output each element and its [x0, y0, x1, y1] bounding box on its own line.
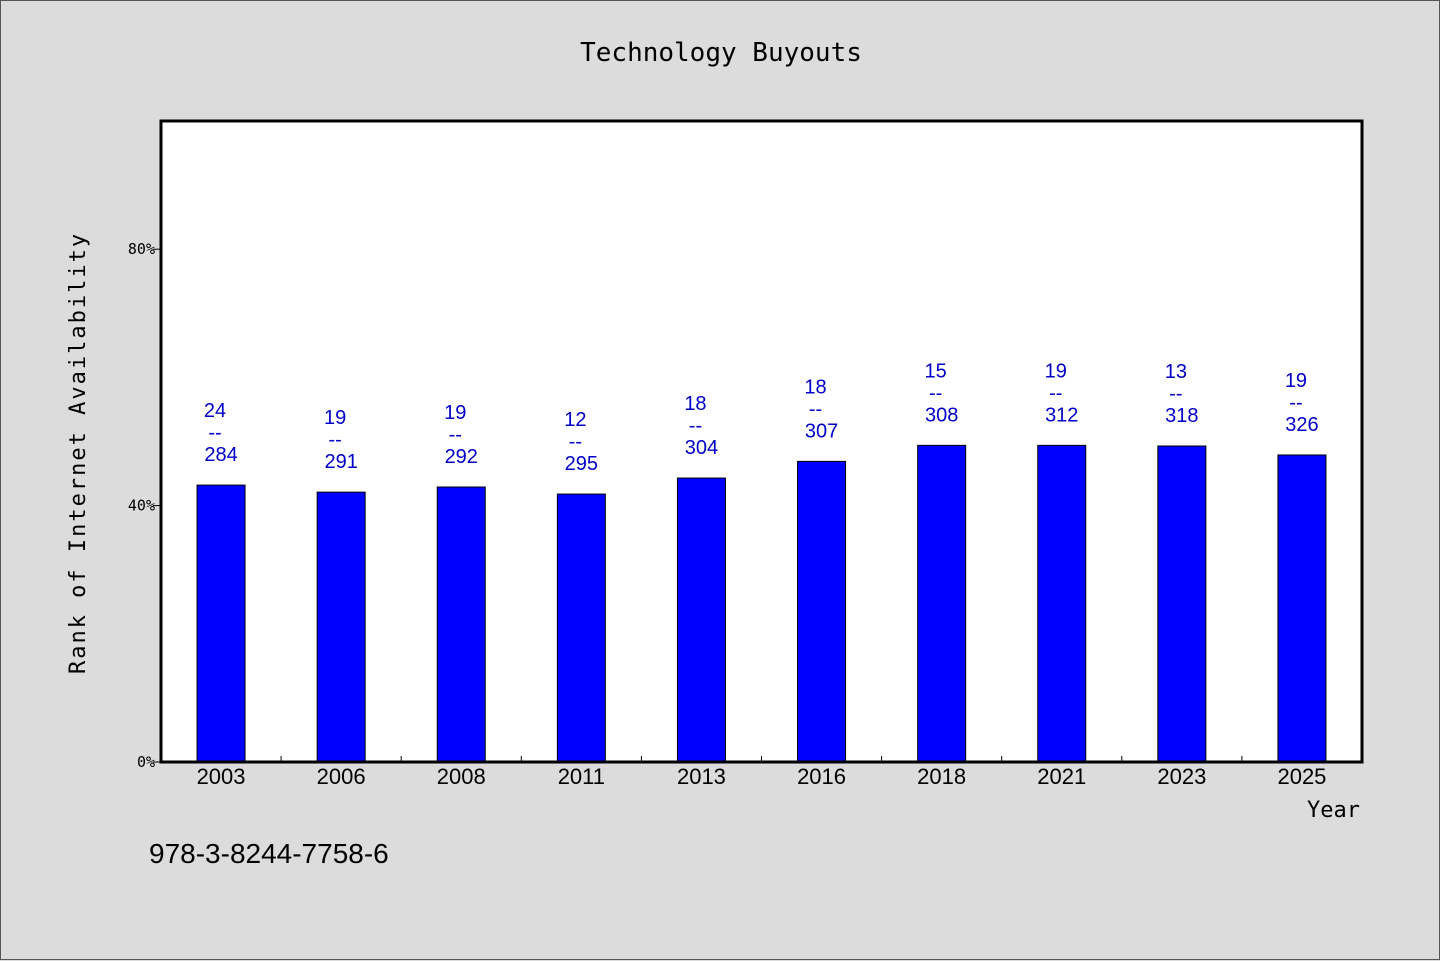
- bar-label-top-2013: 18: [684, 393, 706, 415]
- bar-label-top-2006: 19: [324, 407, 346, 429]
- bar-label-bottom-2011: 295: [565, 453, 598, 475]
- bar-label-bottom-2013: 304: [685, 437, 718, 459]
- bar-2023: [1157, 445, 1207, 763]
- bar-label-separator-2011: --: [569, 431, 582, 453]
- bar-label-top-2018: 15: [925, 360, 947, 382]
- bar-label-bottom-2023: 318: [1165, 405, 1198, 427]
- bar-2018: [917, 444, 967, 763]
- bar-2008: [436, 486, 486, 763]
- bar-label-top-2023: 13: [1165, 361, 1187, 383]
- bar-label-bottom-2008: 292: [445, 446, 478, 468]
- x-tick-label-2011: 2011: [558, 764, 605, 789]
- bar-label-top-2008: 19: [444, 402, 466, 424]
- bar-label-separator-2003: --: [208, 422, 221, 444]
- y-axis-label: Rank of Internet Availability: [66, 232, 91, 674]
- x-tick-label-2006: 2006: [317, 764, 366, 789]
- bar-label-bottom-2018: 308: [925, 404, 958, 426]
- x-axis-ticks: 2003 2006 2008 2011 2013 2016 2018 2021 2023 2025: [197, 756, 1326, 789]
- x-tick-label-2021: 2021: [1037, 764, 1086, 789]
- bar-label-bottom-2006: 291: [324, 451, 357, 473]
- bar-label-separator-2018: --: [929, 382, 942, 404]
- bar-label-separator-2023: --: [1169, 383, 1182, 405]
- x-tick-label-2003: 2003: [197, 764, 246, 789]
- x-tick-label-2025: 2025: [1277, 764, 1326, 789]
- footer-code: 978-3-8244-7758-6: [149, 838, 389, 869]
- plot-border: [159, 119, 1364, 764]
- bar-label-top-2003: 24: [204, 400, 226, 422]
- x-tick-label-2023: 2023: [1157, 764, 1206, 789]
- bar-2013: [676, 477, 726, 763]
- bar-label-separator-2008: --: [449, 424, 462, 446]
- bars-group: [196, 444, 1327, 763]
- bar-label-bottom-2016: 307: [805, 420, 838, 442]
- y-tick-label-80: 80%: [128, 240, 155, 258]
- bar-label-top-2025: 19: [1285, 370, 1307, 392]
- x-axis-label: Year: [1307, 798, 1360, 823]
- chart-title: Technology Buyouts: [580, 38, 862, 68]
- y-tick-label-40: 40%: [128, 497, 155, 515]
- y-tick-label-0: 0%: [137, 753, 155, 771]
- bar-label-top-2016: 18: [804, 376, 826, 398]
- bar-label-separator-2021: --: [1049, 382, 1062, 404]
- x-tick-label-2018: 2018: [917, 764, 966, 789]
- y-axis-ticks: 0% 40% 80%: [128, 240, 161, 771]
- x-tick-label-2016: 2016: [797, 764, 846, 789]
- bar-label-bottom-2021: 312: [1045, 404, 1078, 426]
- bar-2025: [1277, 454, 1327, 763]
- bar-label-bottom-2003: 284: [204, 444, 237, 466]
- bar-label-top-2011: 12: [564, 409, 586, 431]
- bar-2003: [196, 484, 246, 763]
- x-tick-label-2008: 2008: [437, 764, 486, 789]
- bar-2006: [316, 491, 366, 763]
- bar-label-top-2021: 19: [1045, 360, 1067, 382]
- bar-2011: [556, 493, 606, 763]
- bar-label-separator-2025: --: [1289, 392, 1302, 414]
- bar-2016: [797, 460, 847, 763]
- bar-label-separator-2013: --: [689, 415, 702, 437]
- x-tick-label-2013: 2013: [677, 764, 726, 789]
- data-labels-group: 24--28419--29119--29212--29518--30418--3…: [204, 360, 1319, 475]
- bar-2021: [1037, 444, 1087, 763]
- bar-label-separator-2006: --: [328, 429, 341, 451]
- bar-label-bottom-2025: 326: [1285, 414, 1318, 436]
- bar-label-separator-2016: --: [809, 398, 822, 420]
